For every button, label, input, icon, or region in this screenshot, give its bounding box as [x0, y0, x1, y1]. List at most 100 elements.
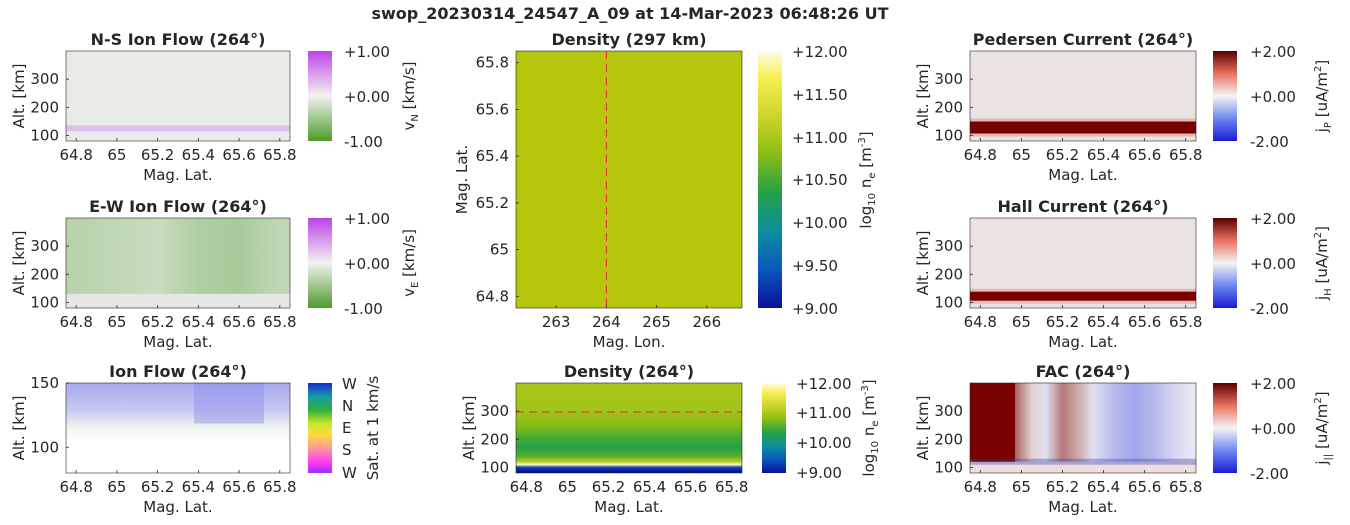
panel-title: FAC (264°)	[1036, 362, 1131, 381]
x-tick-label: 65.6	[222, 478, 255, 496]
x-tick-label: 65.2	[1046, 478, 1079, 496]
x-axis-label: Mag. Lat.	[1048, 166, 1117, 184]
axes-frame	[969, 50, 1197, 142]
x-tick-label: 65.8	[1169, 146, 1202, 164]
x-tick-label: 65.4	[182, 313, 215, 331]
colorbar-dir-flow-tick: N	[342, 397, 353, 415]
y-tick-label: 300	[934, 402, 963, 420]
y-tick-label: 65.8	[476, 54, 509, 72]
heatmap-patch	[194, 383, 264, 424]
colorbar-pedersen-scale	[1213, 51, 1237, 141]
x-tick-label: 64.8	[964, 313, 997, 331]
y-tick-label: 65.2	[476, 194, 509, 212]
heatmap-fill	[516, 383, 742, 473]
x-tick-label: 65.8	[263, 146, 296, 164]
x-tick-label: 65.2	[141, 478, 174, 496]
y-tick-label: 100	[480, 458, 509, 476]
x-tick-label: 264	[592, 313, 621, 331]
colorbar-density-profile-scale	[762, 383, 786, 473]
x-tick-label: 65.6	[222, 313, 255, 331]
y-tick-label: 200	[934, 98, 963, 116]
colorbar-density-profile: +12.00 +11.00 +10.00 +9.00 log10 ne [m-3…	[762, 375, 881, 482]
colorbar-hall-label: jH [uA/m2]	[1313, 226, 1334, 301]
axes-frame	[65, 217, 291, 309]
colorbar-density-map-tick: +11.50	[792, 86, 848, 104]
colorbar-density-profile-tick: +12.00	[796, 375, 852, 393]
y-axis-label: Alt. [km]	[460, 396, 478, 461]
y-tick-label: 150	[30, 374, 59, 392]
colorbar-hall-tick: +0.00	[1250, 255, 1296, 273]
x-tick-label: 65	[1012, 313, 1031, 331]
panel-title: E-W Ion Flow (264°)	[89, 197, 267, 216]
colorbar-pedersen-tick: +0.00	[1250, 88, 1296, 106]
colorbar-ns-flow: +1.00 +0.00 -1.00 vN [km/s]	[308, 43, 421, 151]
colorbar-ew-flow-tick: +1.00	[344, 210, 390, 228]
panel-title: Ion Flow (264°)	[109, 362, 247, 381]
x-axis-label: Mag. Lat.	[1048, 333, 1117, 351]
y-axis-label: Alt. [km]	[914, 64, 932, 129]
panel-ns_flow: N-S Ion Flow (264°) 64.8 65 65.2 65.4 65.6 65.…	[10, 30, 297, 184]
colorbar-density-map-tick: +12.00	[792, 43, 848, 61]
colorbar-dir-flow-tick: W	[342, 464, 357, 482]
colorbar-fac-tick: +0.00	[1250, 420, 1296, 438]
x-tick-label: 65.6	[222, 146, 255, 164]
y-axis-label: Alt. [km]	[10, 64, 28, 129]
colorbar-ew-flow: +1.00 +0.00 -1.00 vE [km/s]	[308, 210, 421, 318]
colorbar-fac-tick: -2.00	[1250, 465, 1289, 483]
colorbar-hall-scale	[1213, 218, 1237, 308]
y-tick-label: 100	[934, 126, 963, 144]
x-tick-label: 65.6	[1128, 478, 1161, 496]
y-tick-label: 300	[480, 402, 509, 420]
heatmap-fill	[66, 218, 290, 294]
panel-dir_flow: Ion Flow (264°) 64.8 65 65.2 65.4 65.6 65.8 150…	[10, 362, 297, 516]
x-tick-label: 65.4	[633, 478, 666, 496]
y-tick-label: 200	[934, 265, 963, 283]
y-tick-label: 300	[934, 237, 963, 255]
x-tick-label: 65.4	[1087, 478, 1120, 496]
panel-title: Pedersen Current (264°)	[973, 30, 1194, 49]
x-tick-label: 64.8	[510, 478, 543, 496]
colorbar-ew-flow-tick: +0.00	[344, 255, 390, 273]
fac-low-band	[970, 458, 1196, 465]
colorbar-density-map-tick: +10.50	[792, 171, 848, 189]
colorbar-ns-flow-scale	[308, 51, 332, 141]
axes-frame	[969, 217, 1197, 309]
x-tick-label: 65.4	[1087, 313, 1120, 331]
colorbar-density-map-tick: +11.00	[792, 129, 848, 147]
y-axis-label: Alt. [km]	[10, 231, 28, 296]
y-tick-label: 200	[30, 98, 59, 116]
panel-title: Hall Current (264°)	[997, 197, 1168, 216]
x-axis-label: Mag. Lon.	[593, 333, 666, 351]
colorbar-pedersen-tick: -2.00	[1250, 133, 1289, 151]
fac-strong-up	[973, 383, 1015, 462]
colorbar-density-map-tick: +9.50	[792, 257, 838, 275]
x-tick-label: 65	[1012, 146, 1031, 164]
figure-title: swop_20230314_24547_A_09 at 14-Mar-2023 …	[371, 4, 888, 23]
axes-frame	[65, 382, 291, 474]
colorbar-fac: +2.00 +0.00 -2.00 j|| [uA/m2]	[1213, 375, 1334, 483]
y-tick-label: 65.6	[476, 100, 509, 118]
x-tick-label: 65.8	[1169, 478, 1202, 496]
axes-frame	[515, 50, 743, 309]
colorbar-density-profile-tick: +9.00	[796, 464, 842, 482]
x-tick-label: 265	[642, 313, 671, 331]
colorbar-density-map-label: log10 ne [m-3]	[857, 131, 878, 228]
colorbar-density-map: +12.00 +11.50 +11.00 +10.50 +10.00 +9.50…	[758, 43, 878, 318]
y-tick-label: 64.8	[476, 287, 509, 305]
panel-density_profile: Density (264°) 64.8 65 65.2 65.4 65.6 65.8 300 2…	[460, 362, 748, 516]
colorbar-dir-flow-label: Sat. at 1 km/s	[364, 376, 382, 481]
y-tick-label: 100	[30, 438, 59, 456]
panel-hall: Hall Current (264°) 64.8 65 65.2 65.4 65.6 65.…	[914, 197, 1202, 351]
colorbar-ns-flow-tick: -1.00	[344, 133, 383, 151]
colorbar-density-profile-label: log10 ne [m-3]	[860, 379, 881, 476]
y-tick-label: 100	[30, 126, 59, 144]
y-tick-label: 100	[30, 293, 59, 311]
x-tick-label: 64.8	[59, 313, 92, 331]
x-tick-label: 64.8	[964, 478, 997, 496]
y-axis-label: Mag. Lat.	[453, 145, 471, 214]
x-tick-label: 65.8	[263, 313, 296, 331]
axes-frame	[65, 50, 291, 142]
x-tick-label: 65	[107, 313, 126, 331]
current-band	[970, 121, 1196, 134]
